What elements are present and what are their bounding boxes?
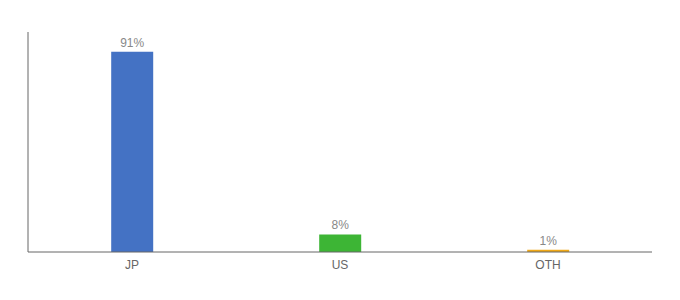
svg-text:91%: 91% [120, 36, 144, 50]
svg-text:US: US [332, 258, 349, 272]
svg-text:OTH: OTH [535, 258, 560, 272]
svg-text:JP: JP [125, 258, 139, 272]
svg-text:1%: 1% [540, 234, 558, 248]
svg-text:8%: 8% [332, 218, 350, 232]
